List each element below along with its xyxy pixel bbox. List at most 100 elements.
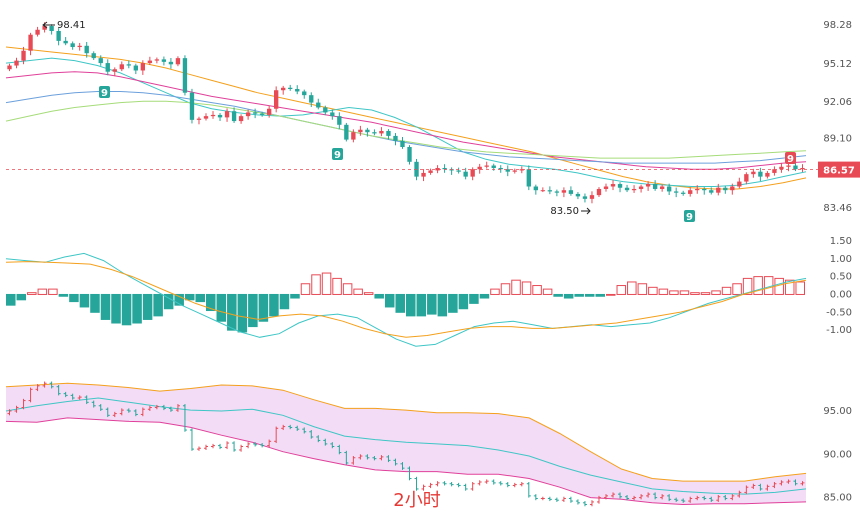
candle-body xyxy=(231,111,237,122)
macd-bar xyxy=(48,288,58,295)
candle-body xyxy=(175,58,181,65)
macd-bar xyxy=(6,293,16,306)
candle-body xyxy=(568,190,574,194)
candle-body xyxy=(702,188,707,191)
candle-body xyxy=(540,190,546,192)
candle-body xyxy=(147,60,153,64)
candle-body xyxy=(182,58,188,93)
candle-body xyxy=(589,195,595,199)
candle-body xyxy=(442,167,447,170)
macd-bar xyxy=(406,293,416,317)
candle-body xyxy=(323,107,328,113)
macd-bar xyxy=(206,293,216,312)
bollinger-upper-line xyxy=(5,382,807,482)
candle-body xyxy=(498,167,503,170)
candle-body xyxy=(603,186,609,189)
macd-bar xyxy=(795,281,806,295)
candle-body xyxy=(638,186,644,189)
candle-body xyxy=(800,167,805,170)
macd-bar xyxy=(606,293,616,296)
bollinger-band-fill xyxy=(6,383,806,505)
candle-body xyxy=(70,43,75,48)
candle-body xyxy=(512,170,517,172)
candle-body xyxy=(688,190,693,194)
candle-body xyxy=(519,169,524,171)
macd-bar xyxy=(384,293,395,308)
candle-body xyxy=(112,69,117,72)
macd-bar xyxy=(627,281,637,295)
candle-body xyxy=(582,196,588,199)
candle-body xyxy=(98,58,103,64)
ma-line-5 xyxy=(5,100,807,159)
sequence-label: 9 xyxy=(334,150,341,161)
bollinger-axis-tick: 85.00 xyxy=(823,493,852,504)
candle-body xyxy=(737,181,742,187)
candle-body xyxy=(596,188,602,196)
price-axis: 98.28 95.12 92.06 89.10 83.46 86.57 1.50 1.00 0.… xyxy=(818,20,860,504)
macd-axis-tick: 0.50 xyxy=(830,272,852,283)
bollinger-middle-line xyxy=(5,397,807,495)
macd-bar xyxy=(132,293,142,324)
macd-bar xyxy=(153,293,163,317)
candle-body xyxy=(42,26,47,30)
candle-body xyxy=(28,34,33,51)
macd-bar xyxy=(237,293,248,333)
macd-bar xyxy=(584,293,595,297)
candle-body xyxy=(681,192,686,194)
candle-body xyxy=(337,116,342,125)
candle-body xyxy=(617,184,623,188)
macd-bar xyxy=(563,293,574,299)
candle-body xyxy=(547,190,553,192)
candle-body xyxy=(281,87,286,91)
macd-bar xyxy=(216,293,227,322)
macd-bar xyxy=(142,293,153,320)
candle-body xyxy=(217,114,223,118)
candle-body xyxy=(252,112,258,114)
candle-body xyxy=(126,64,131,66)
candle-body xyxy=(386,130,391,136)
macd-bar xyxy=(174,293,184,306)
candle-body xyxy=(786,165,791,167)
low-arrow-icon xyxy=(581,207,591,215)
candle-body xyxy=(758,171,763,177)
candle-body xyxy=(674,191,679,193)
macd-bar xyxy=(195,293,205,303)
macd-bar xyxy=(90,293,100,313)
macd-bar xyxy=(469,293,479,304)
candle-body xyxy=(470,169,475,177)
macd-bar xyxy=(395,293,406,313)
macd-axis-tick: -1.00 xyxy=(826,325,852,336)
macd-bar xyxy=(542,288,553,295)
candle-body xyxy=(561,190,567,193)
candle-body xyxy=(554,191,560,193)
macd-bar xyxy=(511,279,521,295)
macd-bar xyxy=(458,293,469,310)
candle-body xyxy=(772,169,777,173)
sequence-label: 9 xyxy=(686,212,693,223)
candle-body xyxy=(91,53,96,59)
candle-body xyxy=(428,170,433,173)
candle-body xyxy=(7,65,12,70)
sequence-badge xyxy=(785,152,796,164)
candle-body xyxy=(203,116,209,119)
macd-bar xyxy=(416,293,427,317)
macd-bar xyxy=(479,293,490,299)
macd-bar xyxy=(521,281,532,295)
macd-bar xyxy=(121,293,132,326)
candle-body xyxy=(421,172,426,177)
bollinger-lower-line xyxy=(5,417,807,506)
macd-bar xyxy=(553,293,563,297)
candle-body xyxy=(695,188,700,191)
candle-body xyxy=(266,108,272,115)
candle-body xyxy=(295,88,300,92)
ma-line-3 xyxy=(5,71,807,170)
candle-body xyxy=(49,26,54,31)
candle-body xyxy=(344,124,349,140)
sequence-badge xyxy=(332,148,343,160)
candle-body xyxy=(119,64,124,70)
last-price-label: 86.57 xyxy=(823,166,855,177)
candle-body xyxy=(463,171,468,177)
macd-axis-tick: 1.00 xyxy=(830,254,852,265)
candle-body xyxy=(245,112,251,117)
